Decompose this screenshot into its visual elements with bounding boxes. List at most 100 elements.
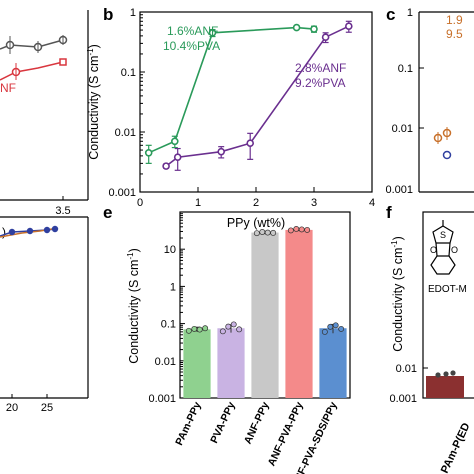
x-tick-label: 0 xyxy=(137,197,143,209)
data-point xyxy=(287,227,294,234)
y-tick-label: 1 xyxy=(170,281,176,293)
data-point xyxy=(293,226,300,232)
panel-f-tick-label: 0.001 xyxy=(389,393,417,405)
panel-f: f 0.01 0.001 Conductivity (S cm-1) S O O… xyxy=(386,203,474,474)
data-point xyxy=(219,328,226,335)
data-point xyxy=(253,230,260,237)
data-point xyxy=(344,22,353,30)
y-tick-label: 0.001 xyxy=(148,393,176,405)
data-point xyxy=(321,33,330,42)
series-1-label-line2: 10.4%PVA xyxy=(163,39,220,53)
data-point xyxy=(171,137,179,146)
data-point xyxy=(338,325,345,332)
y-tick-label: 0.01 xyxy=(115,127,136,139)
panel-f-point xyxy=(435,372,441,378)
structure-o-atom: O xyxy=(451,245,458,255)
panel-f-category-label: PAm-P(ED xyxy=(439,421,473,474)
panel-d: 20 25 xyxy=(0,216,89,414)
panel-e-ylabel: Conductivity (S cm-1) xyxy=(126,248,141,364)
series-2-label-line2: 9.2%PVA xyxy=(295,76,345,90)
data-point xyxy=(246,139,254,148)
data-point xyxy=(230,321,237,328)
data-point xyxy=(217,147,225,156)
x-tick-label: 3 xyxy=(311,197,317,209)
data-point xyxy=(264,229,271,236)
x-tick-label: 2 xyxy=(253,197,259,209)
series-1-label-line1: 1.6%ANF xyxy=(167,24,218,38)
panel-e-label: e xyxy=(103,203,112,222)
y-tick-label: 0.01 xyxy=(155,356,176,368)
data-point xyxy=(173,153,182,162)
x-category-label: ANF-PVA-PPy xyxy=(266,400,306,468)
series-2-label-line1: 2.8%ANF xyxy=(295,61,346,75)
panel-b-plot xyxy=(144,20,353,171)
data-point xyxy=(332,322,339,329)
panel-c-label: c xyxy=(386,5,395,24)
panel-d-point xyxy=(26,227,34,235)
panel-a-legend-fragment: NF xyxy=(0,81,16,95)
data-point xyxy=(298,226,305,233)
data-point xyxy=(191,325,198,332)
panel-a-tick-label: 3.5 xyxy=(55,205,70,217)
data-point xyxy=(292,23,301,32)
bar xyxy=(251,232,279,398)
panel-d-point xyxy=(51,225,59,233)
panel-a-red-line xyxy=(0,61,64,81)
panel-c-tick-label: 0.1 xyxy=(398,63,413,75)
data-point xyxy=(144,149,153,157)
panel-a-red-point xyxy=(59,58,67,66)
y-tick-label: 0.001 xyxy=(108,187,136,199)
bar xyxy=(319,328,347,398)
panel-b-ylabel: Conductivity (S cm-1) xyxy=(86,44,101,160)
panel-c: c 1 0.1 0.01 0.001 1.9 9.5 xyxy=(385,5,474,196)
panel-f-structure-label: EDOT-M xyxy=(428,284,467,295)
panel-e-ticks: 0.001 0.01 0.1 1 10 xyxy=(148,213,185,405)
panel-f-bar xyxy=(426,376,464,398)
y-tick-label: 0.1 xyxy=(121,67,136,79)
panel-f-point xyxy=(450,370,456,376)
panel-c-legend-line1: 1.9 xyxy=(446,13,463,27)
data-point xyxy=(208,29,217,37)
panel-c-point xyxy=(442,150,452,160)
panel-c-tick-label: 1 xyxy=(407,7,413,19)
panel-f-frame xyxy=(422,211,474,399)
edot-structure-icon xyxy=(430,220,456,275)
data-point xyxy=(327,323,334,330)
structure-s-atom: S xyxy=(440,230,446,240)
data-point xyxy=(236,326,243,333)
panel-f-label: f xyxy=(386,203,392,222)
panel-b: b 0 1 2 3 4 0.001 0.01 0.1 1 PPy (wt%) Conductiv… xyxy=(86,5,375,230)
data-point xyxy=(162,162,170,170)
y-tick-label: 10 xyxy=(164,244,176,256)
panel-d-tick-label: 25 xyxy=(41,402,53,414)
panel-e-plot: PAm-PPy PVA-PPy ANF-PPyANF-PVA-PPyANF-PVA-… xyxy=(173,226,347,474)
data-point xyxy=(196,326,203,333)
panel-f-tick-label: 0.01 xyxy=(396,363,417,375)
panel-a-gray-line xyxy=(0,39,64,50)
panel-b-label: b xyxy=(103,5,113,24)
bar xyxy=(183,329,211,398)
x-tick-label: 4 xyxy=(369,197,375,209)
x-category-label: PVA-PPy xyxy=(208,400,238,445)
y-tick-label: 0.1 xyxy=(161,319,176,331)
panel-b-ticks: 0 1 2 3 4 0.001 0.01 0.1 1 xyxy=(108,7,375,209)
panel-a: 3.5 ) NF xyxy=(0,10,89,239)
panel-c-legend-line2: 9.5 xyxy=(446,27,463,41)
bar xyxy=(285,229,313,398)
data-point xyxy=(202,325,209,332)
panel-f-ylabel: Conductivity (S cm-1) xyxy=(390,236,405,352)
panel-c-tick-label: 0.001 xyxy=(385,184,413,196)
data-point xyxy=(259,229,266,235)
panel-e: e 0.001 0.01 0.1 1 10 PAm-PPy PVA-PPy ANF-PPyA… xyxy=(103,203,351,474)
x-category-label: ANF-PPy xyxy=(242,400,272,446)
data-point xyxy=(321,328,328,335)
data-point xyxy=(225,323,232,330)
data-point xyxy=(304,226,311,233)
panel-c-tick-label: 0.01 xyxy=(392,123,413,135)
panel-d-point xyxy=(8,228,16,236)
structure-o-atom: O xyxy=(430,245,437,255)
x-category-label: PAm-PPy xyxy=(173,400,204,447)
panel-d-point xyxy=(43,226,51,234)
panel-f-point xyxy=(443,371,449,377)
